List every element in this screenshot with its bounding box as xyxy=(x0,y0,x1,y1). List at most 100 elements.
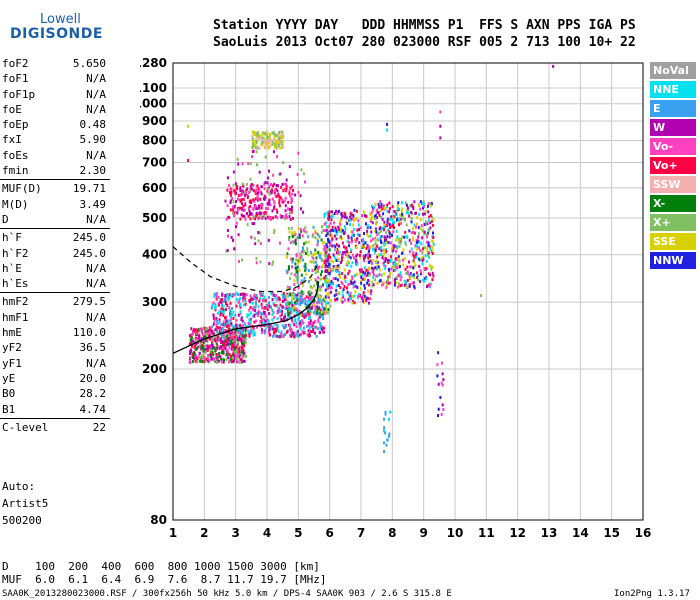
data-point xyxy=(289,276,292,280)
data-point xyxy=(294,301,297,305)
data-point xyxy=(297,151,300,155)
data-point xyxy=(229,301,232,305)
data-point xyxy=(396,245,399,249)
data-point xyxy=(226,342,229,346)
chart-grid xyxy=(172,62,644,521)
data-point xyxy=(373,250,376,254)
data-point xyxy=(229,318,232,322)
data-point xyxy=(250,183,253,186)
data-point xyxy=(322,283,324,287)
data-point xyxy=(397,201,400,205)
data-point xyxy=(299,327,302,331)
data-point xyxy=(339,275,342,279)
data-point xyxy=(240,202,243,206)
data-point xyxy=(187,158,190,162)
data-point xyxy=(250,236,253,239)
data-point xyxy=(235,225,237,229)
data-point xyxy=(322,330,325,334)
data-point xyxy=(409,265,412,269)
y-tick-label: 1000 xyxy=(140,97,167,111)
data-point xyxy=(297,259,300,263)
data-point xyxy=(242,338,245,342)
data-point xyxy=(266,189,269,193)
data-point xyxy=(249,317,252,321)
data-point xyxy=(303,297,306,301)
data-point xyxy=(349,297,352,301)
data-point xyxy=(439,124,442,128)
data-point xyxy=(218,337,221,341)
param-separator xyxy=(0,417,110,419)
data-point xyxy=(321,310,324,313)
data-point xyxy=(249,331,252,335)
data-point xyxy=(258,134,261,138)
data-point xyxy=(351,253,354,257)
data-point xyxy=(428,229,430,233)
data-point xyxy=(341,289,344,293)
data-point xyxy=(344,212,347,216)
muf-distance-line: D 100 200 400 600 800 1000 1500 3000 [km… xyxy=(2,560,320,573)
data-point xyxy=(291,205,293,209)
data-point xyxy=(316,282,319,286)
data-point xyxy=(335,237,338,241)
data-point xyxy=(255,257,258,260)
data-point xyxy=(299,259,302,263)
data-point xyxy=(367,249,370,253)
data-point xyxy=(378,213,381,217)
data-point xyxy=(355,245,358,249)
data-point xyxy=(232,327,235,331)
data-point xyxy=(364,255,366,259)
data-point xyxy=(395,218,398,222)
data-point xyxy=(355,254,358,258)
data-point xyxy=(266,136,269,140)
data-point xyxy=(221,292,224,296)
data-point xyxy=(281,198,284,202)
data-point xyxy=(416,244,419,248)
data-point xyxy=(242,296,245,300)
data-point xyxy=(263,331,266,335)
param-value: 20.0 xyxy=(79,371,107,385)
data-point xyxy=(266,132,269,135)
data-point xyxy=(288,215,291,219)
data-point xyxy=(422,247,425,251)
data-point xyxy=(330,286,333,290)
data-point xyxy=(316,311,319,315)
data-point xyxy=(284,315,286,319)
data-point xyxy=(334,256,337,260)
data-point xyxy=(232,356,234,360)
data-point xyxy=(242,208,245,212)
param-value: N/A xyxy=(86,310,106,324)
data-point xyxy=(205,335,208,339)
data-point xyxy=(284,306,287,310)
data-point xyxy=(278,307,280,311)
data-point xyxy=(231,313,234,317)
data-point xyxy=(397,255,400,259)
data-point xyxy=(378,231,380,235)
data-point xyxy=(212,332,215,335)
data-point xyxy=(243,354,246,358)
data-point xyxy=(335,292,338,296)
data-point xyxy=(293,233,295,237)
data-point xyxy=(422,200,425,204)
data-point xyxy=(189,350,192,354)
data-point xyxy=(225,307,227,311)
data-point xyxy=(287,226,290,230)
data-point xyxy=(382,261,385,265)
data-point xyxy=(236,338,239,342)
data-point xyxy=(343,232,345,236)
data-point xyxy=(274,145,277,149)
data-point xyxy=(266,143,268,147)
data-point xyxy=(211,325,214,329)
data-point xyxy=(436,363,439,367)
data-point xyxy=(218,346,221,350)
data-point xyxy=(355,237,358,241)
data-point xyxy=(329,263,332,267)
data-point xyxy=(239,296,242,300)
data-point xyxy=(267,176,269,180)
data-point xyxy=(283,217,286,221)
data-point xyxy=(274,296,277,300)
data-point xyxy=(295,302,298,306)
data-point xyxy=(279,196,282,200)
data-point xyxy=(294,193,297,197)
data-point xyxy=(422,206,424,210)
data-point xyxy=(240,331,243,335)
